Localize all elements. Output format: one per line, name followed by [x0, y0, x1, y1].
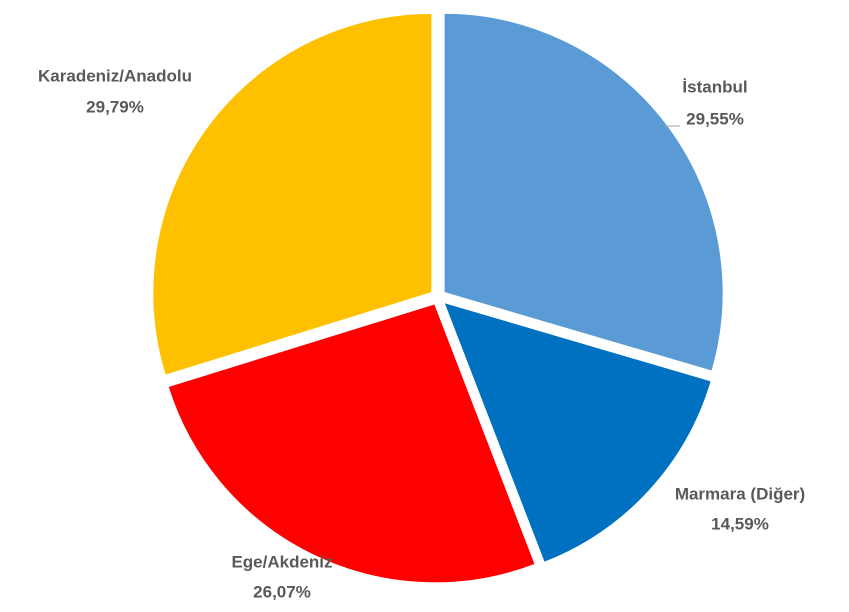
slice-label-name: İstanbul — [682, 77, 747, 96]
pie-slice — [166, 302, 538, 585]
slice-label-value: 14,59% — [711, 514, 769, 533]
slice-label-value: 26,07% — [253, 582, 311, 601]
pie-slice — [151, 11, 434, 378]
slice-label-name: Ege/Akdeniz — [231, 552, 332, 571]
slice-label-name: Karadeniz/Anadolu — [38, 66, 192, 85]
slice-label-value: 29,55% — [686, 109, 744, 128]
slice-label-name: Marmara (Diğer) — [675, 484, 805, 503]
pie-slice — [441, 300, 714, 565]
pie-slice — [442, 11, 725, 374]
slice-label-value: 29,79% — [86, 97, 144, 116]
